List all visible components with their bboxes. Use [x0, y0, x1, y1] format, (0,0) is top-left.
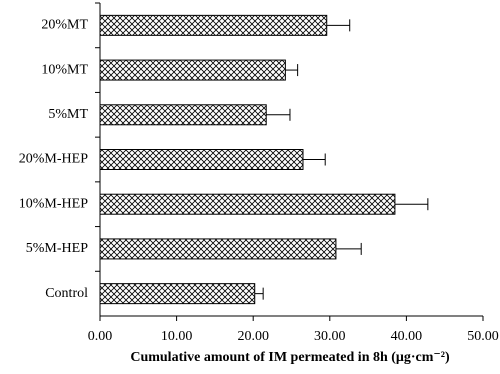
bar — [99, 238, 337, 260]
bar — [99, 149, 304, 170]
x-tick-label: 10.00 — [161, 329, 193, 344]
y-tick-label: 10%M-HEP — [19, 196, 88, 211]
y-tick-label: 10%MT — [41, 62, 88, 77]
bar — [99, 193, 396, 215]
x-tick-label: 50.00 — [467, 329, 499, 344]
bar — [99, 283, 256, 305]
x-tick-label: 30.00 — [314, 329, 346, 344]
y-tick-label: Control — [45, 286, 88, 301]
x-tick-label: 20.00 — [237, 329, 269, 344]
x-tick-label: 40.00 — [391, 329, 423, 344]
x-tick-label: 0.00 — [88, 329, 113, 344]
y-tick-label: 20%M-HEP — [19, 152, 88, 167]
bar — [99, 104, 267, 126]
y-tick-label: 5%MT — [48, 107, 88, 122]
x-axis-title: Cumulative amount of IM permeated in 8h … — [130, 350, 450, 365]
bar — [99, 59, 286, 81]
bar — [99, 14, 328, 36]
y-tick-label: 20%MT — [41, 18, 88, 33]
y-tick-label: 5%M-HEP — [26, 241, 88, 256]
